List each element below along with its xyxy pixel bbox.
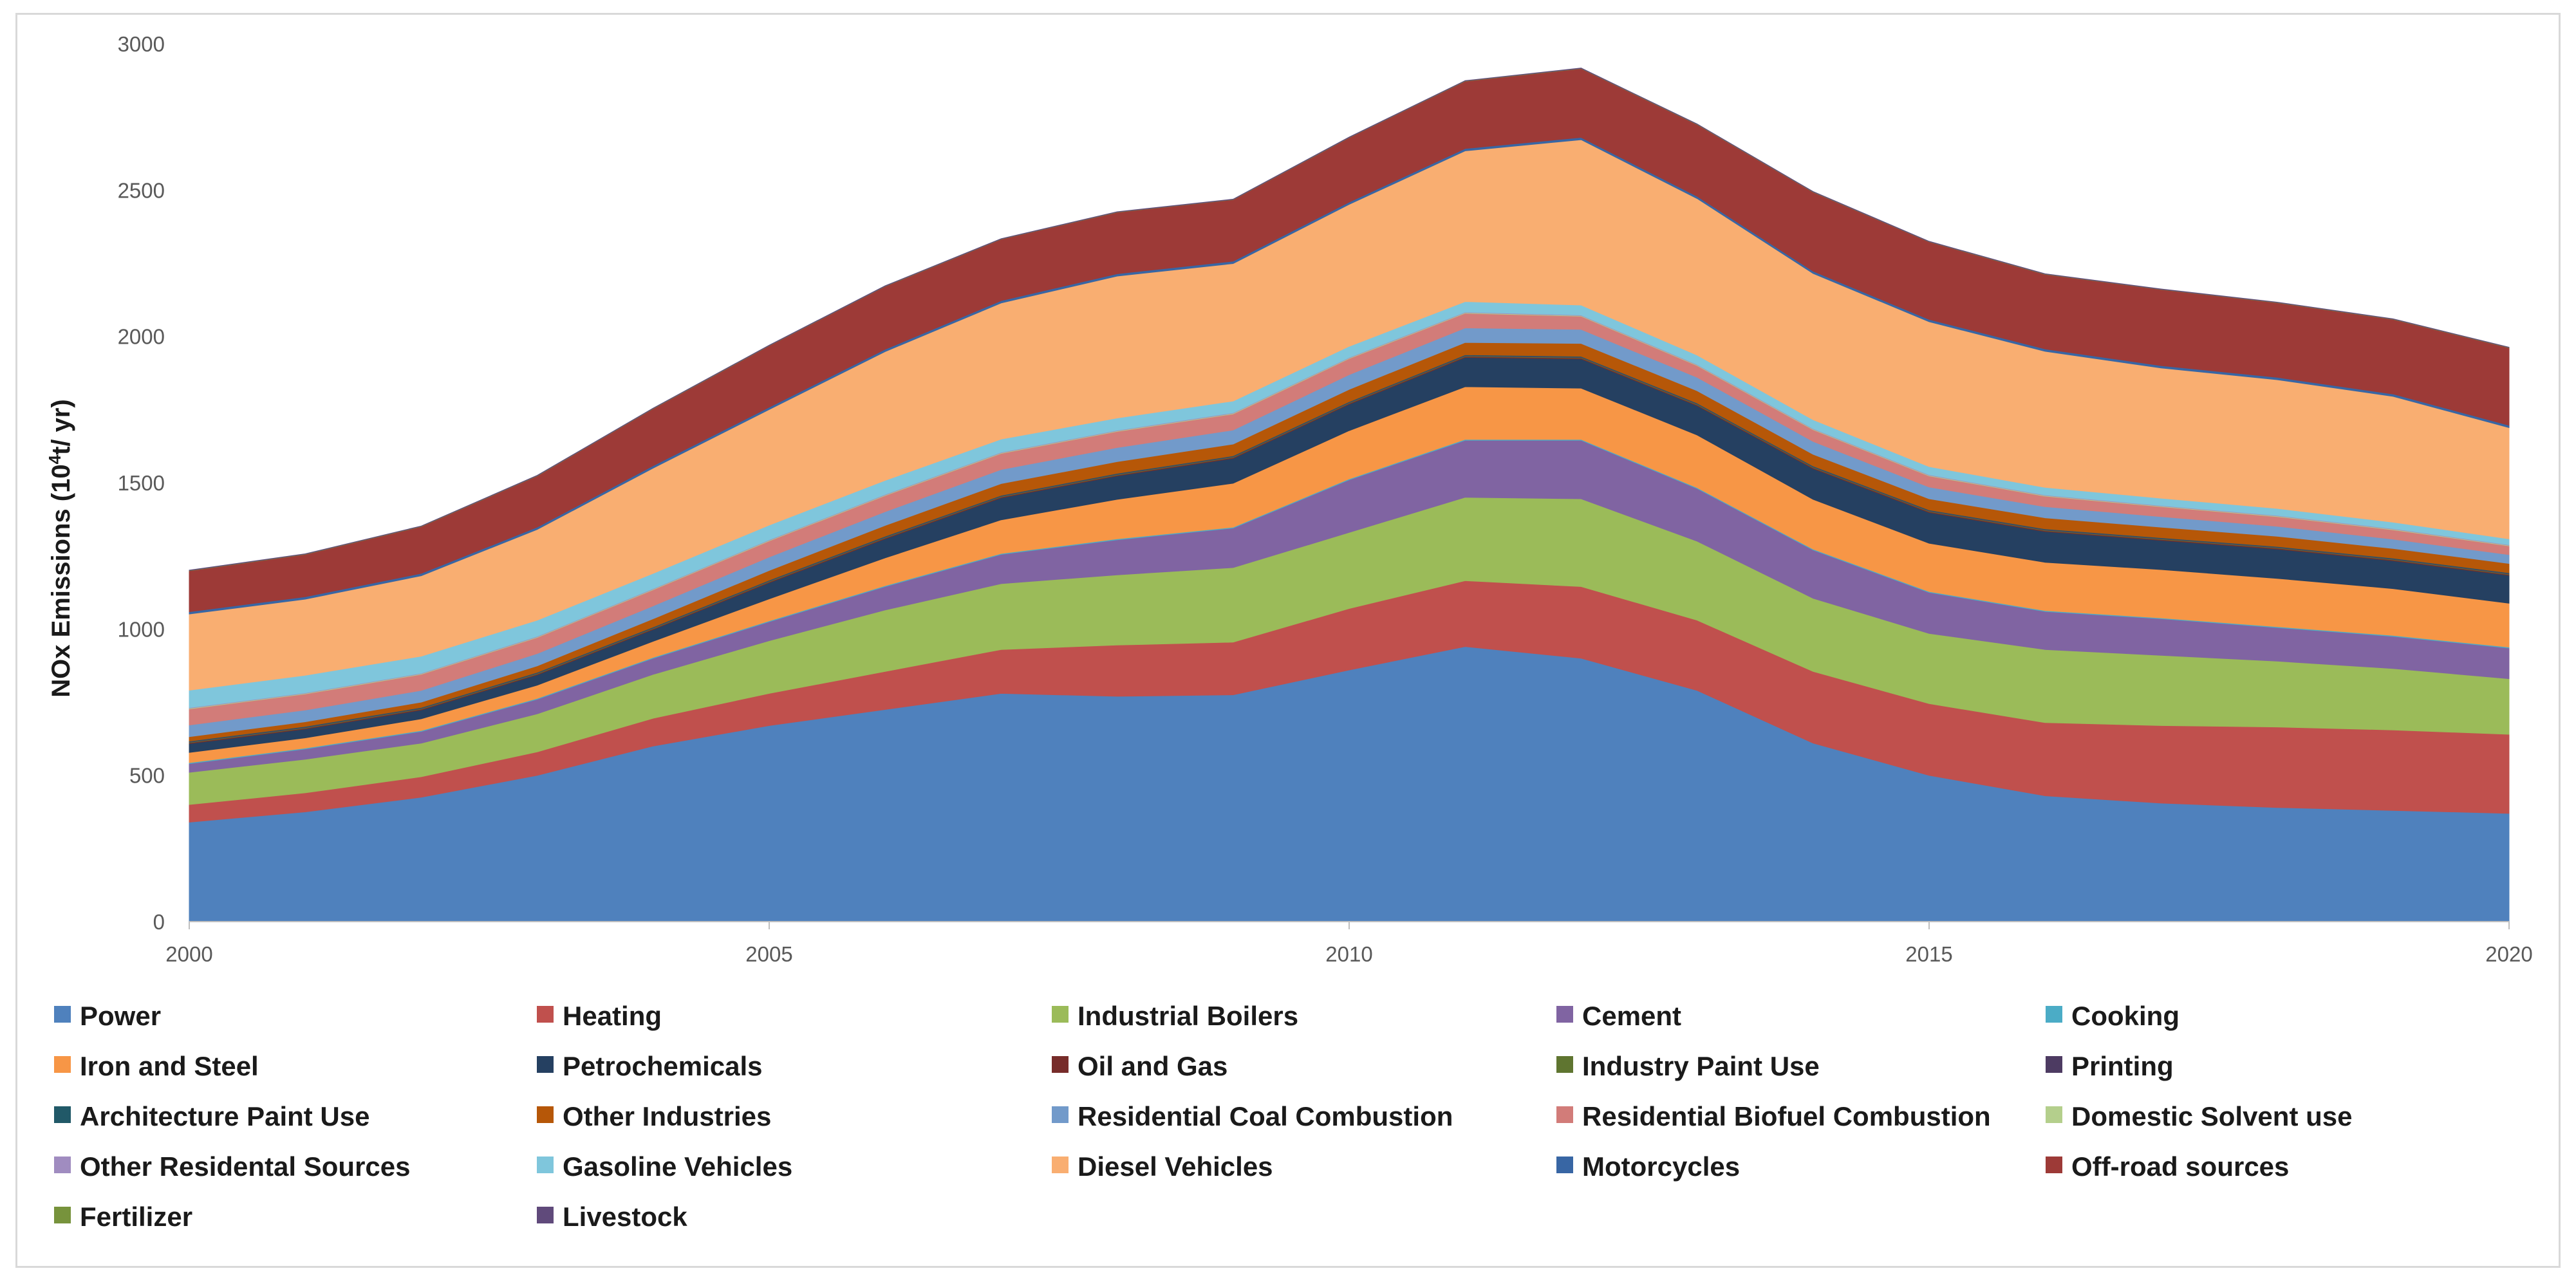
y-axis-label-superscript: 4 bbox=[45, 454, 64, 464]
legend-item-oil-and-gas: Oil and Gas bbox=[1052, 1051, 1227, 1081]
legend-item-other-industries: Other Industries bbox=[537, 1101, 771, 1131]
legend-swatch bbox=[537, 1006, 554, 1023]
legend-swatch bbox=[54, 1157, 71, 1173]
x-tick-label: 2020 bbox=[2485, 942, 2532, 966]
legend-label: Industrial Boilers bbox=[1078, 1001, 1298, 1031]
y-tick-label: 0 bbox=[153, 910, 165, 934]
legend-swatch bbox=[2046, 1056, 2062, 1073]
legend-label: Residential Biofuel Combustion bbox=[1582, 1101, 1991, 1131]
y-axis-label-unit: t/ yr) bbox=[47, 399, 75, 455]
legend-item-motorcycles: Motorcycles bbox=[1556, 1151, 1740, 1182]
legend-item-livestock: Livestock bbox=[537, 1202, 687, 1232]
legend-item-petrochemicals: Petrochemicals bbox=[537, 1051, 763, 1081]
legend-swatch bbox=[1052, 1157, 1069, 1173]
legend-item-other-residental-sources: Other Residental Sources bbox=[54, 1151, 411, 1182]
legend-item-gasoline-vehicles: Gasoline Vehicles bbox=[537, 1151, 792, 1182]
y-tick-label: 500 bbox=[129, 764, 165, 788]
legend-item-iron-and-steel: Iron and Steel bbox=[54, 1051, 259, 1081]
legend-label: Architecture Paint Use bbox=[80, 1101, 369, 1131]
y-tick-label: 3000 bbox=[118, 32, 165, 56]
legend-label: Diesel Vehicles bbox=[1078, 1151, 1273, 1182]
legend-item-domestic-solvent-use: Domestic Solvent use bbox=[2046, 1101, 2352, 1131]
legend-label: Power bbox=[80, 1001, 161, 1031]
y-tick-label: 2500 bbox=[118, 178, 165, 202]
legend-label: Cooking bbox=[2071, 1001, 2179, 1031]
legend-swatch bbox=[1052, 1106, 1069, 1123]
legend-label: Heating bbox=[563, 1001, 662, 1031]
legend-swatch bbox=[537, 1056, 554, 1073]
legend-label: Industry Paint Use bbox=[1582, 1051, 1820, 1081]
legend-item-residential-coal-combustion: Residential Coal Combustion bbox=[1052, 1101, 1453, 1131]
legend-swatch bbox=[54, 1006, 71, 1023]
legend-swatch bbox=[537, 1157, 554, 1173]
legend-swatch bbox=[1556, 1106, 1573, 1123]
y-axis-label-main: NOx Emissions (10 bbox=[47, 464, 75, 697]
legend-label: Printing bbox=[2071, 1051, 2174, 1081]
legend-label: Other Residental Sources bbox=[80, 1151, 411, 1182]
area-layers bbox=[189, 68, 2510, 922]
y-axis-ticks: 0 500 1000 1500 2000 2500 3000 bbox=[118, 32, 165, 934]
legend-item-cement: Cement bbox=[1556, 1001, 1681, 1031]
legend-item-printing: Printing bbox=[2046, 1051, 2174, 1081]
y-tick-label: 1500 bbox=[118, 471, 165, 495]
legend-swatch bbox=[537, 1106, 554, 1123]
legend-item-architecture-paint-use: Architecture Paint Use bbox=[54, 1101, 369, 1131]
legend-item-industry-paint-use: Industry Paint Use bbox=[1556, 1051, 1820, 1081]
legend-swatch bbox=[2046, 1157, 2062, 1173]
area-livestock bbox=[189, 68, 2510, 571]
legend-label: Other Industries bbox=[563, 1101, 771, 1131]
legend-swatch bbox=[2046, 1006, 2062, 1023]
legend-label: Off-road sources bbox=[2071, 1151, 2289, 1182]
legend-item-fertilizer: Fertilizer bbox=[54, 1202, 192, 1232]
legend-label: Livestock bbox=[563, 1202, 687, 1232]
legend-swatch bbox=[1052, 1006, 1069, 1023]
legend: Power Heating Industrial Boilers Cement Cook… bbox=[54, 1001, 2352, 1232]
x-axis-ticks: 2000 2005 2010 2015 2020 bbox=[165, 922, 2533, 966]
legend-label: Motorcycles bbox=[1582, 1151, 1740, 1182]
legend-label: Gasoline Vehicles bbox=[563, 1151, 792, 1182]
legend-item-off-road-sources: Off-road sources bbox=[2046, 1151, 2289, 1182]
legend-swatch bbox=[1556, 1157, 1573, 1173]
legend-label: Cement bbox=[1582, 1001, 1681, 1031]
legend-swatch bbox=[54, 1106, 71, 1123]
legend-label: Fertilizer bbox=[80, 1202, 192, 1232]
legend-label: Petrochemicals bbox=[563, 1051, 763, 1081]
legend-item-heating: Heating bbox=[537, 1001, 662, 1031]
legend-swatch bbox=[537, 1207, 554, 1223]
x-tick-label: 2000 bbox=[165, 942, 212, 966]
legend-item-cooking: Cooking bbox=[2046, 1001, 2179, 1031]
x-tick-label: 2015 bbox=[1905, 942, 1952, 966]
legend-item-power: Power bbox=[54, 1001, 161, 1031]
legend-swatch bbox=[1556, 1006, 1573, 1023]
legend-item-residential-biofuel-combustion: Residential Biofuel Combustion bbox=[1556, 1101, 1991, 1131]
y-axis-label: NOx Emissions (104t/ yr) bbox=[45, 399, 75, 698]
legend-item-diesel-vehicles: Diesel Vehicles bbox=[1052, 1151, 1273, 1182]
legend-item-industrial-boilers: Industrial Boilers bbox=[1052, 1001, 1298, 1031]
legend-label: Residential Coal Combustion bbox=[1078, 1101, 1453, 1131]
y-tick-label: 2000 bbox=[118, 325, 165, 349]
x-tick-label: 2010 bbox=[1325, 942, 1372, 966]
legend-label: Domestic Solvent use bbox=[2071, 1101, 2352, 1131]
legend-swatch bbox=[54, 1207, 71, 1223]
legend-swatch bbox=[1556, 1056, 1573, 1073]
x-tick-label: 2005 bbox=[745, 942, 792, 966]
legend-swatch bbox=[1052, 1056, 1069, 1073]
legend-swatch bbox=[54, 1056, 71, 1073]
legend-swatch bbox=[2046, 1106, 2062, 1123]
legend-label: Oil and Gas bbox=[1078, 1051, 1227, 1081]
legend-label: Iron and Steel bbox=[80, 1051, 259, 1081]
y-tick-label: 1000 bbox=[118, 617, 165, 641]
